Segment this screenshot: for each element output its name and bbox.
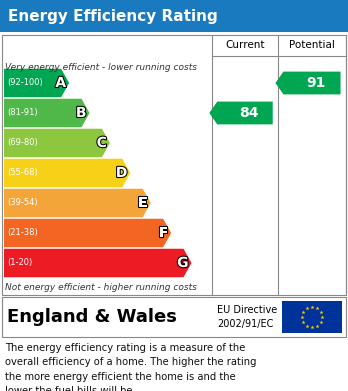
Text: Potential: Potential [289, 41, 335, 50]
Text: Not energy efficient - higher running costs: Not energy efficient - higher running co… [5, 283, 197, 292]
Text: G: G [177, 256, 189, 270]
Polygon shape [4, 129, 110, 157]
Polygon shape [4, 219, 171, 247]
Text: EU Directive
2002/91/EC: EU Directive 2002/91/EC [217, 305, 277, 328]
Text: 84: 84 [239, 106, 259, 120]
Bar [2, 35, 346, 295]
Text: 91: 91 [307, 76, 326, 90]
Text: (1-20): (1-20) [7, 258, 32, 267]
Text: (39-54): (39-54) [7, 199, 38, 208]
Text: Current: Current [225, 41, 265, 50]
Bar [282, 301, 342, 333]
Text: A: A [55, 76, 66, 90]
Text: Energy Efficiency Rating: Energy Efficiency Rating [8, 9, 218, 23]
Text: (21-38): (21-38) [7, 228, 38, 237]
Bar [2, 297, 346, 337]
Text: E: E [138, 196, 148, 210]
Text: D: D [116, 166, 127, 180]
Text: England & Wales: England & Wales [7, 308, 177, 326]
Text: (92-100): (92-100) [7, 79, 43, 88]
Text: Very energy efficient - lower running costs: Very energy efficient - lower running co… [5, 63, 197, 72]
Polygon shape [276, 72, 341, 94]
Polygon shape [4, 189, 151, 217]
Text: B: B [76, 106, 87, 120]
Polygon shape [209, 102, 273, 124]
Polygon shape [4, 159, 130, 187]
Polygon shape [4, 249, 191, 277]
Polygon shape [4, 69, 69, 97]
Text: The energy efficiency rating is a measure of the
overall efficiency of a home. T: The energy efficiency rating is a measur… [5, 343, 256, 391]
Text: (81-91): (81-91) [7, 108, 38, 118]
Text: (69-80): (69-80) [7, 138, 38, 147]
Text: F: F [159, 226, 168, 240]
Polygon shape [4, 99, 89, 127]
Text: C: C [97, 136, 107, 150]
Bar [0, 0, 348, 32]
Text: (55-68): (55-68) [7, 169, 38, 178]
